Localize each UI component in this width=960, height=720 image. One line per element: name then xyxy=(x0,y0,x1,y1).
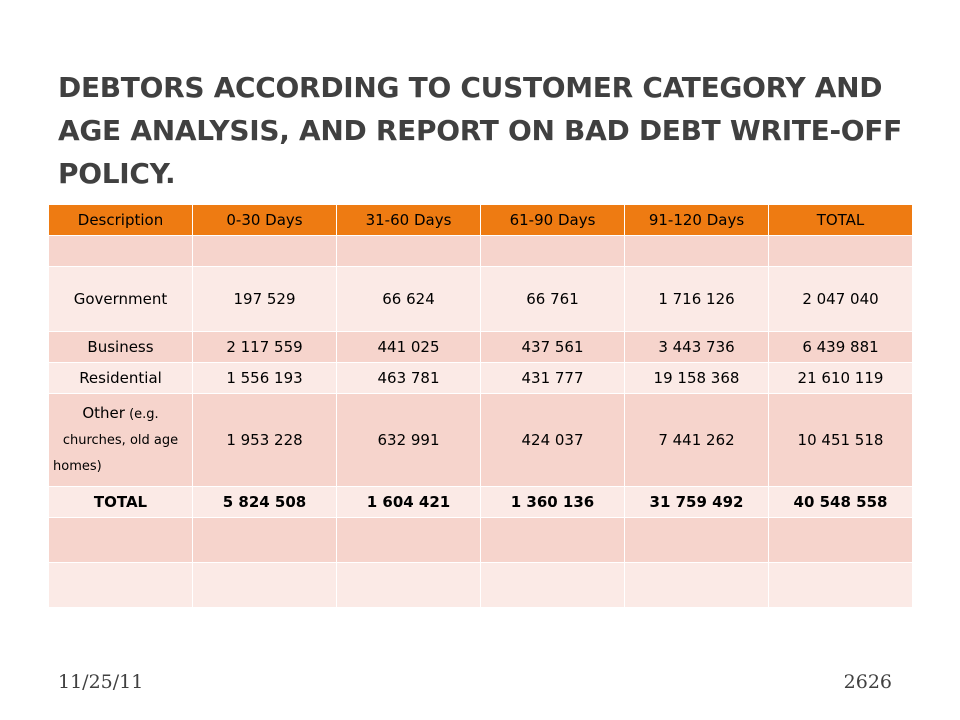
table-cell xyxy=(624,235,769,267)
table-cell: 31 759 492 xyxy=(624,486,769,518)
slide-title: DEBTORS ACCORDING TO CUSTOMER CATEGORY A… xyxy=(58,71,902,190)
header-91-120-days: 91-120 Days xyxy=(624,204,769,236)
other-label: Other xyxy=(82,404,125,422)
table-cell: 424 037 xyxy=(480,393,625,487)
table-cell: 2 117 559 xyxy=(192,331,337,363)
row-label-other: Other (e.g. churches, old age homes) xyxy=(48,393,193,487)
table-cell xyxy=(336,517,481,563)
table-cell: 6 439 881 xyxy=(768,331,913,363)
table-cell: 5 824 508 xyxy=(192,486,337,518)
table-row-government: Government 197 529 66 624 66 761 1 716 1… xyxy=(48,266,913,332)
header-0-30-days: 0-30 Days xyxy=(192,204,337,236)
table-cell xyxy=(336,235,481,267)
table-cell: 66 624 xyxy=(336,266,481,332)
table-cell: 1 360 136 xyxy=(480,486,625,518)
table-cell xyxy=(624,517,769,563)
header-description: Description xyxy=(48,204,193,236)
table-cell: 3 443 736 xyxy=(624,331,769,363)
footer-date: 11/25/11 xyxy=(58,671,144,693)
table-cell xyxy=(768,517,913,563)
table-cell xyxy=(48,235,193,267)
table-cell xyxy=(48,562,193,608)
table-cell: 441 025 xyxy=(336,331,481,363)
debtors-table: Description 0-30 Days 31-60 Days 61-90 D… xyxy=(48,204,913,608)
other-note-1: (e.g. xyxy=(129,407,159,422)
table-cell: 1 556 193 xyxy=(192,362,337,394)
table-header-row: Description 0-30 Days 31-60 Days 61-90 D… xyxy=(48,204,913,236)
table-cell xyxy=(48,517,193,563)
table-cell: 1 716 126 xyxy=(624,266,769,332)
table-row-total: TOTAL 5 824 508 1 604 421 1 360 136 31 7… xyxy=(48,486,913,518)
table-cell: 10 451 518 xyxy=(768,393,913,487)
header-61-90-days: 61-90 Days xyxy=(480,204,625,236)
table-cell xyxy=(480,562,625,608)
header-total: TOTAL xyxy=(768,204,913,236)
table-cell: 40 548 558 xyxy=(768,486,913,518)
row-label-government: Government xyxy=(48,266,193,332)
table-cell: 437 561 xyxy=(480,331,625,363)
table-cell: 66 761 xyxy=(480,266,625,332)
page-number: 2626 xyxy=(843,671,892,693)
table-cell: 197 529 xyxy=(192,266,337,332)
table-row-residential: Residential 1 556 193 463 781 431 777 19… xyxy=(48,362,913,394)
row-label-business: Business xyxy=(48,331,193,363)
table-cell xyxy=(192,235,337,267)
table-row-blank-top xyxy=(48,235,913,267)
table-row-blank xyxy=(48,562,913,608)
table-cell: 1 604 421 xyxy=(336,486,481,518)
header-31-60-days: 31-60 Days xyxy=(336,204,481,236)
table-cell xyxy=(768,562,913,608)
table-cell xyxy=(192,517,337,563)
table-cell xyxy=(624,562,769,608)
table-cell: 21 610 119 xyxy=(768,362,913,394)
table-cell: 431 777 xyxy=(480,362,625,394)
table-cell xyxy=(480,235,625,267)
table-cell: 463 781 xyxy=(336,362,481,394)
table-cell: 1 953 228 xyxy=(192,393,337,487)
table-cell xyxy=(480,517,625,563)
table-cell: 7 441 262 xyxy=(624,393,769,487)
other-note-2: churches, old xyxy=(62,433,150,448)
table-cell xyxy=(192,562,337,608)
other-note-3: age homes) xyxy=(53,433,179,474)
row-label-total: TOTAL xyxy=(48,486,193,518)
table-cell: 19 158 368 xyxy=(624,362,769,394)
table-row-other: Other (e.g. churches, old age homes) 1 9… xyxy=(48,393,913,487)
table-row-blank xyxy=(48,517,913,563)
row-label-residential: Residential xyxy=(48,362,193,394)
table-cell xyxy=(768,235,913,267)
table-row-business: Business 2 117 559 441 025 437 561 3 443… xyxy=(48,331,913,363)
table-cell xyxy=(336,562,481,608)
table-cell: 632 991 xyxy=(336,393,481,487)
table-cell: 2 047 040 xyxy=(768,266,913,332)
